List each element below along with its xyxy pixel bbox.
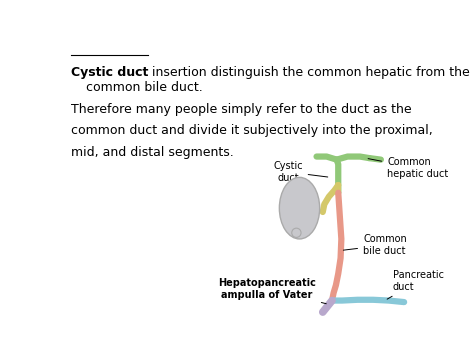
- Text: Hepatopancreatic
ampulla of Vater: Hepatopancreatic ampulla of Vater: [218, 278, 326, 304]
- Text: Cystic
duct: Cystic duct: [273, 161, 328, 183]
- Text: Therefore many people simply refer to the duct as the: Therefore many people simply refer to th…: [71, 103, 411, 116]
- Text: common bile duct.: common bile duct.: [86, 81, 203, 94]
- Text: Pancreatic
duct: Pancreatic duct: [387, 271, 444, 299]
- Ellipse shape: [279, 178, 319, 239]
- Text: mid, and distal segments.: mid, and distal segments.: [71, 146, 234, 159]
- Text: Common
bile duct: Common bile duct: [343, 234, 407, 256]
- Text: common duct and divide it subjectively into the proximal,: common duct and divide it subjectively i…: [71, 124, 433, 137]
- Text: Common
hepatic duct: Common hepatic duct: [368, 157, 448, 179]
- Text: Cystic duct: Cystic duct: [71, 66, 148, 79]
- Circle shape: [292, 228, 301, 237]
- Text: insertion distinguish the common hepatic from the: insertion distinguish the common hepatic…: [148, 66, 470, 79]
